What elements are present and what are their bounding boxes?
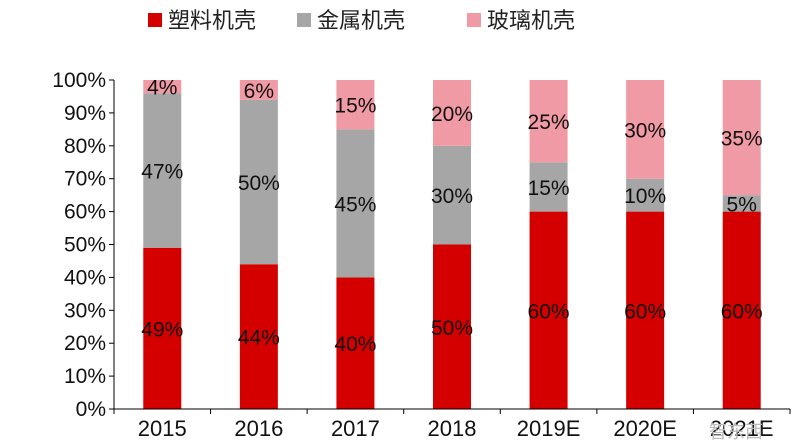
x-tick-label: 2019E [517,416,581,441]
x-tick-label: 2021E [710,416,774,441]
bars [143,80,761,409]
y-tick-label: 40% [64,266,106,289]
x-tick-label: 2020E [613,416,677,441]
y-tick-label: 20% [64,332,106,355]
data-label: 20% [431,103,473,126]
data-label: 30% [431,185,473,208]
x-tick-label: 2017 [331,416,380,441]
data-label: 44% [238,327,280,350]
bar-segment [143,247,182,409]
bar-segment [433,145,471,245]
bar-segment [626,80,665,179]
bar-segment [336,277,375,409]
data-label: 5% [727,193,757,216]
bar-segment [239,264,278,409]
data-label: 60% [624,300,666,323]
x-tick-label: 2016 [234,416,283,441]
data-label: 6% [244,80,274,103]
data-label: 50% [431,317,473,340]
data-label: 60% [528,300,570,323]
legend-label: 塑料机壳 [168,9,256,34]
legend-swatch [148,13,162,27]
watermark: 智东西 [709,422,763,443]
bar-segment [336,129,375,278]
y-tick-label: 80% [64,135,106,158]
bar-segment [239,99,278,265]
bar-segment [722,80,761,196]
y-tick-label: 30% [64,299,106,322]
data-label: 4% [147,77,177,100]
data-label: 47% [141,160,183,183]
data-label: 30% [624,119,666,142]
legend-label: 玻璃机壳 [487,9,575,34]
bar-segment [722,211,761,409]
data-label: 10% [624,185,666,208]
y-tick-label: 0% [76,398,106,421]
data-label: 25% [528,111,570,134]
data-label: 50% [238,172,280,195]
bar-segment [722,195,761,212]
bar-segment [529,80,568,163]
data-label: 35% [721,128,763,151]
data-labels: 49% 47% 4% 44% 50% 6% 40% 45% 15% 50% 30% 20% 60% 15%… [141,77,762,357]
y-tick-label: 70% [64,168,106,191]
bar-segment [336,80,375,130]
y-tick-label: 90% [64,102,106,125]
bar-segment [433,244,471,409]
x-axis: 2015 2016 2017 2018 2019E 2020E 2021E [113,408,791,441]
bar-segment [626,211,665,409]
bar-segment [626,178,665,212]
data-label: 45% [334,193,376,216]
legend-swatch [297,13,311,27]
y-tick-label: 100% [52,69,106,92]
x-tick-label: 2018 [428,416,477,441]
data-label: 49% [141,318,183,341]
data-label: 60% [721,300,763,323]
y-tick-label: 60% [64,201,106,224]
bar-segment [433,80,471,146]
legend-swatch [467,13,481,27]
bar-segment [529,211,568,409]
data-label: 40% [334,333,376,356]
bar-segment [143,80,182,94]
y-tick-label: 50% [64,234,106,257]
y-axis: 0% 10% 20% 30% 40% 50% 60% 70% 80% 90% 100% [52,69,115,421]
y-tick-label: 10% [64,365,106,388]
data-label: 15% [528,177,570,200]
x-tick-label: 2015 [138,416,187,441]
bar-segment [143,93,182,248]
bar-segment [239,80,278,100]
data-label: 15% [334,95,376,118]
legend: 塑料机壳 金属机壳 玻璃机壳 [148,9,575,34]
bar-segment [529,162,568,212]
legend-label: 金属机壳 [317,9,405,34]
